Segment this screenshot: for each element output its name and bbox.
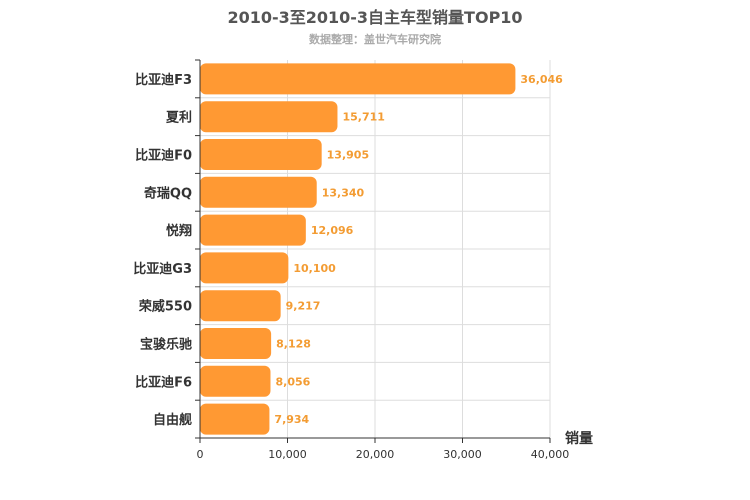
bar (200, 101, 338, 133)
value-label: 8,056 (275, 375, 310, 388)
value-label: 36,046 (520, 73, 563, 86)
x-tick-label: 10,000 (268, 448, 307, 461)
chart-subtitle: 数据整理：盖世汽车研究院 (309, 33, 441, 46)
value-label: 13,905 (327, 149, 369, 162)
category-label: 比亚迪F6 (135, 374, 192, 390)
x-tick-label: 30,000 (443, 448, 482, 461)
value-label: 10,100 (293, 262, 336, 275)
bar (200, 63, 516, 95)
bar (200, 214, 306, 246)
bar (200, 139, 322, 170)
value-label: 7,934 (274, 413, 309, 426)
category-label: 夏利 (165, 110, 192, 126)
x-tick-label: 20,000 (356, 448, 395, 461)
category-label: 比亚迪F0 (135, 148, 192, 164)
chart-title: 2010-3至2010-3自主车型销量TOP10 (227, 8, 523, 27)
category-label: 荣威550 (138, 299, 192, 315)
bar (200, 252, 289, 284)
value-label: 12,096 (311, 224, 354, 237)
category-label: 奇瑞QQ (144, 185, 192, 201)
category-label: 悦翔 (166, 223, 192, 239)
value-label: 9,217 (286, 300, 321, 313)
value-label: 13,340 (322, 186, 365, 199)
value-label: 15,711 (342, 111, 384, 124)
x-tick-label: 40,000 (531, 448, 570, 461)
category-label: 自由舰 (153, 412, 192, 428)
bar (200, 403, 270, 435)
x-axis-title: 销量 (565, 430, 593, 447)
category-label: 宝骏乐驰 (140, 337, 192, 353)
x-tick-label: 0 (197, 448, 204, 461)
bar (200, 176, 317, 208)
bar (200, 365, 271, 397)
bar (200, 328, 272, 359)
value-label: 8,128 (276, 338, 311, 351)
bar (200, 290, 281, 322)
category-label: 比亚迪G3 (133, 261, 192, 277)
category-label: 比亚迪F3 (135, 72, 192, 88)
